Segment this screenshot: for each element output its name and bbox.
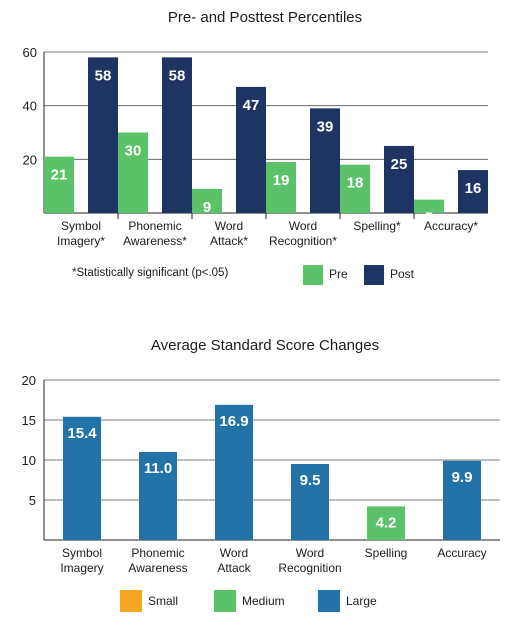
chart-2-y-tick-label: 5 [29, 493, 36, 508]
chart-1-x-tick-label: Spelling* [353, 219, 401, 233]
chart-1-data-label: 18 [347, 175, 364, 192]
chart-1-data-label: 5 [425, 210, 433, 227]
chart-2-legend-label: Medium [242, 594, 285, 608]
chart-2-title: Average Standard Score Changes [151, 337, 379, 354]
chart-1-data-label: 19 [273, 172, 290, 189]
chart-1-legend-swatch-post [364, 265, 384, 285]
chart-1-bar-pre [414, 199, 444, 213]
chart-1-legend-label: Post [390, 267, 415, 281]
chart-1-footnote: *Statistically significant (p<.05) [72, 267, 228, 279]
chart-2-data-label: 9.9 [452, 469, 473, 486]
chart-2-x-tick-label: Symbol Imagery [60, 546, 103, 575]
chart-1-data-label: 21 [51, 167, 68, 184]
chart-1: Pre- and Posttest Percentiles 20 40 60 21 58 3… [23, 9, 488, 285]
chart-2-data-label: 4.2 [376, 514, 397, 531]
chart-2-data-label: 15.4 [67, 425, 97, 442]
chart-2-legend-label: Large [346, 594, 377, 608]
chart-2-y-tick-label: 20 [22, 373, 36, 388]
chart-1-y-tick-label: 20 [23, 152, 37, 167]
chart-2-x-tick-label: Phonemic Awareness [128, 546, 187, 575]
chart-1-bar-post [88, 57, 118, 213]
chart-2-bar [443, 460, 481, 540]
chart-1-bar-post [162, 57, 192, 213]
chart-1-data-label: 30 [125, 143, 142, 160]
chart-1-title: Pre- and Posttest Percentiles [168, 9, 362, 26]
chart-2-bar [367, 506, 405, 540]
chart-2-bar [291, 464, 329, 540]
chart-1-bar-post [384, 145, 414, 213]
chart-1-y-tick-label: 40 [23, 99, 37, 114]
chart-2-bar [63, 416, 101, 540]
chart-1-data-label: 16 [465, 180, 482, 197]
chart-2-legend-swatch-large [318, 590, 340, 612]
chart-2-data-label: 16.9 [219, 413, 248, 430]
chart-2-bar [139, 452, 177, 540]
chart-1-x-tick-label: Symbol Imagery* [57, 219, 105, 248]
chart-1-data-label: 39 [317, 118, 334, 135]
chart-2-x-tick-label: Word Recognition [278, 546, 341, 575]
chart-1-x-tick-label: Accuracy* [424, 219, 478, 233]
chart-1-data-label: 25 [391, 156, 408, 173]
chart-2-legend-swatch-small [120, 590, 142, 612]
chart-2-bar [215, 404, 253, 540]
chart-1-bar-pre [118, 132, 148, 213]
chart-1-legend-label: Pre [329, 267, 348, 281]
chart-1-bar-post [236, 86, 266, 213]
chart-1-bar-pre [340, 164, 370, 213]
chart-2-x-tick-label: Word Attack [217, 546, 251, 575]
chart-2-y-tick-label: 10 [22, 453, 36, 468]
chart-1-bar-pre [192, 188, 222, 213]
chart-1-x-tick-label: Word Recognition* [269, 219, 337, 248]
chart-1-y-tick-label: 60 [23, 45, 37, 60]
chart-1-data-label: 58 [95, 67, 112, 84]
chart-1-bar-pre [44, 156, 74, 213]
chart-2-legend-swatch-medium [214, 590, 236, 612]
chart-1-bar-pre [266, 162, 296, 213]
chart-1-x-tick-label: Word Attack* [210, 219, 248, 248]
chart-1-x-tick-label: Phonemic Awareness* [123, 219, 187, 248]
chart-2: Average Standard Score Changes 5 10 15 20 15.… [22, 337, 500, 612]
chart-2-legend-label: Small [148, 594, 178, 608]
chart-1-bar-post [458, 170, 488, 213]
chart-1-legend-swatch-pre [303, 265, 323, 285]
chart-1-data-label: 9 [203, 199, 211, 216]
chart-1-bar-post [310, 108, 340, 213]
chart-1-data-label: 58 [169, 67, 186, 84]
chart-2-x-tick-label: Spelling [365, 546, 408, 560]
chart-2-data-label: 11.0 [144, 460, 172, 477]
chart-1-data-label: 47 [243, 97, 260, 114]
chart-2-y-tick-label: 15 [22, 413, 36, 428]
chart-2-data-label: 9.5 [300, 472, 321, 489]
chart-2-x-tick-label: Accuracy [437, 546, 486, 560]
